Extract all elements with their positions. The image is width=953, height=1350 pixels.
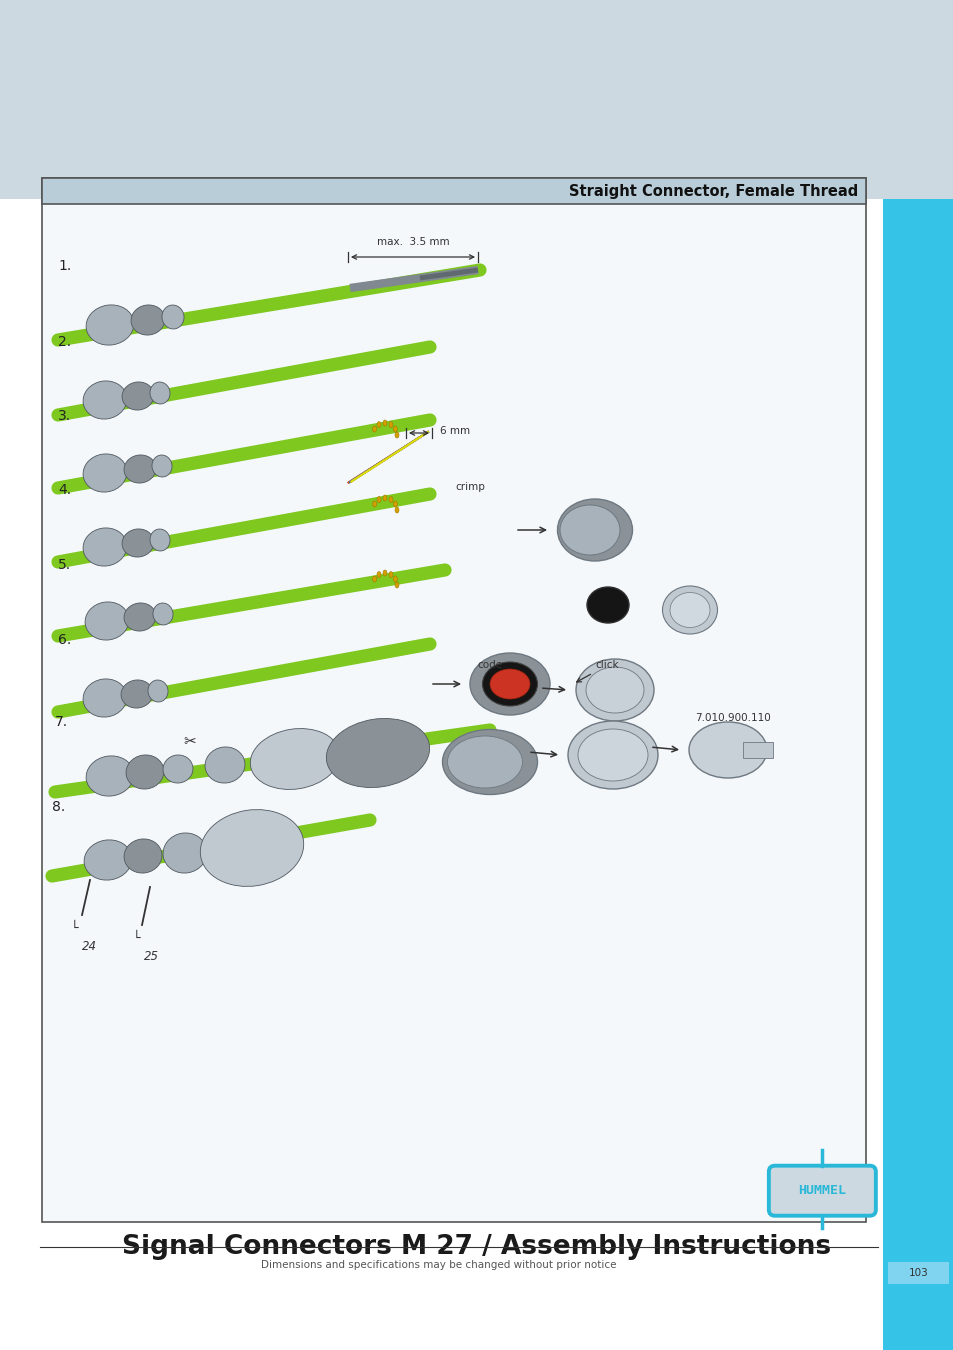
Text: 5.: 5. — [58, 558, 71, 572]
Ellipse shape — [382, 420, 387, 427]
Ellipse shape — [122, 529, 153, 558]
Text: 7.: 7. — [55, 716, 68, 729]
Text: 8.: 8. — [52, 801, 65, 814]
Ellipse shape — [389, 421, 393, 428]
Text: 2.: 2. — [58, 335, 71, 350]
Ellipse shape — [395, 582, 398, 589]
Ellipse shape — [84, 840, 132, 880]
Ellipse shape — [83, 381, 127, 418]
Bar — [0, 0, 953, 198]
Text: Dimensions and specifications may be changed without prior notice: Dimensions and specifications may be cha… — [261, 1261, 616, 1270]
Ellipse shape — [163, 755, 193, 783]
Text: ✂: ✂ — [183, 734, 196, 749]
Ellipse shape — [576, 659, 654, 721]
Ellipse shape — [124, 603, 155, 630]
Ellipse shape — [122, 382, 153, 410]
Text: 7.010.900.110: 7.010.900.110 — [695, 713, 770, 724]
Ellipse shape — [442, 729, 537, 795]
FancyBboxPatch shape — [768, 1165, 875, 1216]
Ellipse shape — [585, 667, 643, 713]
Bar — [42, 178, 865, 1222]
Ellipse shape — [557, 500, 632, 562]
Ellipse shape — [163, 833, 207, 873]
Bar — [882, 0, 953, 1350]
Text: Straight Connector, Female Thread: Straight Connector, Female Thread — [568, 184, 858, 198]
Ellipse shape — [688, 722, 766, 778]
Ellipse shape — [86, 756, 133, 796]
Ellipse shape — [152, 455, 172, 477]
Ellipse shape — [152, 603, 172, 625]
Text: 6.: 6. — [58, 633, 71, 647]
Ellipse shape — [389, 497, 393, 502]
Ellipse shape — [162, 305, 184, 329]
Ellipse shape — [393, 501, 397, 508]
Ellipse shape — [85, 602, 129, 640]
Ellipse shape — [150, 382, 170, 404]
Ellipse shape — [393, 576, 397, 582]
Ellipse shape — [83, 454, 127, 493]
Text: 6 mm: 6 mm — [439, 427, 470, 436]
Ellipse shape — [586, 587, 628, 622]
Ellipse shape — [83, 528, 127, 566]
Bar — [42, 178, 865, 204]
Ellipse shape — [126, 755, 164, 788]
Ellipse shape — [200, 810, 303, 887]
Ellipse shape — [250, 729, 339, 790]
Text: HUMMEL: HUMMEL — [798, 1184, 845, 1197]
Text: 103: 103 — [907, 1269, 927, 1278]
Ellipse shape — [395, 508, 398, 513]
Text: └: └ — [132, 931, 139, 945]
Ellipse shape — [393, 427, 397, 432]
Ellipse shape — [559, 505, 619, 555]
Text: 4.: 4. — [58, 483, 71, 497]
Text: 3.: 3. — [58, 409, 71, 423]
Ellipse shape — [205, 747, 245, 783]
Text: click: click — [595, 660, 618, 670]
Ellipse shape — [373, 427, 376, 432]
Ellipse shape — [376, 571, 380, 578]
Ellipse shape — [470, 653, 550, 716]
Ellipse shape — [395, 432, 398, 437]
Text: code: code — [476, 660, 502, 670]
Ellipse shape — [661, 586, 717, 634]
Ellipse shape — [150, 529, 170, 551]
Bar — [742, 743, 772, 757]
Ellipse shape — [382, 570, 387, 576]
Ellipse shape — [86, 305, 133, 346]
Ellipse shape — [578, 729, 647, 782]
Text: 25: 25 — [144, 950, 159, 963]
Ellipse shape — [131, 305, 165, 335]
Ellipse shape — [482, 662, 537, 706]
Ellipse shape — [447, 736, 522, 788]
Ellipse shape — [382, 495, 387, 501]
Ellipse shape — [669, 593, 709, 628]
Ellipse shape — [326, 718, 429, 787]
Ellipse shape — [121, 680, 152, 707]
Ellipse shape — [389, 571, 393, 578]
Text: └: └ — [71, 922, 77, 936]
Ellipse shape — [567, 721, 658, 788]
Ellipse shape — [124, 838, 162, 873]
Text: crimp: crimp — [455, 482, 484, 491]
Bar — [887, 1262, 948, 1284]
Ellipse shape — [376, 421, 380, 428]
Ellipse shape — [373, 576, 376, 582]
Ellipse shape — [373, 501, 376, 508]
Text: 24: 24 — [82, 940, 97, 953]
Text: max.  3.5 mm: max. 3.5 mm — [376, 238, 449, 247]
Ellipse shape — [490, 670, 530, 699]
Ellipse shape — [124, 455, 155, 483]
Ellipse shape — [148, 680, 168, 702]
Ellipse shape — [83, 679, 127, 717]
Ellipse shape — [376, 497, 380, 502]
Text: 1.: 1. — [58, 259, 71, 273]
Text: Signal Connectors M 27 / Assembly Instructions: Signal Connectors M 27 / Assembly Instru… — [122, 1234, 831, 1261]
